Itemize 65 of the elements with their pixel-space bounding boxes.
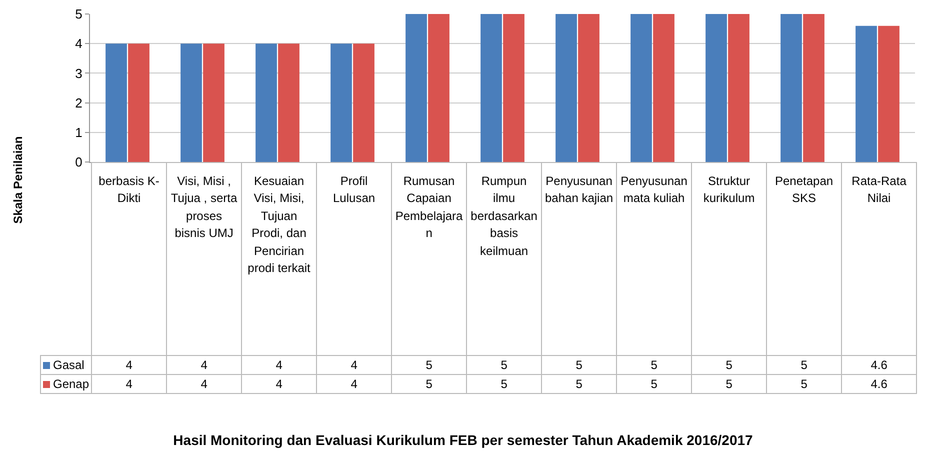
data-label: 4.6 (842, 356, 917, 374)
y-tick-label: 2 (75, 95, 82, 110)
bar (180, 44, 202, 162)
y-tick-label: 1 (75, 124, 82, 140)
data-label: 5 (466, 374, 542, 394)
legend-label: Genap (40, 374, 92, 394)
data-label: 4 (166, 356, 242, 374)
y-axis-title: Skala Penilaian (11, 136, 25, 224)
data-label: 5 (466, 356, 542, 374)
bar (128, 44, 150, 162)
data-label: 5 (692, 374, 767, 394)
x-tick-label: Visi, Misi , Tujua , serta proses bisnis UMJ (166, 162, 242, 356)
bar (256, 44, 277, 162)
x-tick-label: Rata-Rata Nilai (842, 162, 917, 356)
y-tick-label: 5 (75, 6, 82, 22)
data-label: 4 (316, 356, 392, 374)
data-label: 5 (392, 356, 467, 374)
bar (428, 14, 450, 162)
bar (278, 44, 300, 162)
data-label: 5 (542, 356, 617, 374)
data-label: 4 (92, 374, 167, 394)
x-tick-label: Penyusunan bahan kajian (542, 162, 617, 356)
bar (780, 14, 802, 162)
bar (330, 44, 352, 162)
x-tick-label: Penyusunan mata kuliah (616, 162, 692, 356)
bar (406, 14, 427, 162)
x-tick-label: Profil Lulusan (316, 162, 392, 356)
data-label: 4 (316, 374, 392, 394)
bar (856, 26, 877, 162)
bar (630, 14, 652, 162)
data-label: 5 (542, 374, 617, 394)
text: Hasil Monitoring dan Evaluasi Kurikulum FEB per semester Tahun Akademik 2016/2017 (172, 432, 754, 448)
bar (503, 14, 524, 162)
data-label: 5 (616, 374, 692, 394)
x-tick-label: Rumpun ilmu berdasarkan basis keilmuan (466, 162, 542, 356)
bar (878, 26, 900, 162)
data-label: 4 (166, 374, 242, 394)
data-label: 5 (766, 374, 842, 394)
data-label: 4 (242, 356, 317, 374)
bar (353, 44, 374, 162)
x-tick-label: Kesuaian Visi, Misi, Tujuan Prodi, dan Pencirian prodi terkait (242, 162, 317, 356)
y-tick-label: 3 (75, 66, 82, 81)
data-label: 5 (766, 356, 842, 374)
bar (106, 44, 127, 162)
y-tick-label: 0 (75, 154, 82, 170)
x-tick-label: berbasis K-Dikti (92, 162, 167, 356)
bar (803, 14, 824, 162)
data-label: 5 (392, 374, 467, 394)
data-label: 5 (616, 356, 692, 374)
data-label: 4 (92, 356, 167, 374)
bar (556, 14, 577, 162)
bar (578, 14, 600, 162)
bar (653, 14, 674, 162)
bar (480, 14, 502, 162)
x-tick-label: Penetapan SKS (766, 162, 842, 356)
x-tick-label: Rumusan Capaian Pembelajaran (392, 162, 467, 356)
data-label: 5 (692, 356, 767, 374)
bar (706, 14, 727, 162)
x-tick-label: Struktur kurikulum (692, 162, 767, 356)
data-label: 4 (242, 374, 317, 394)
y-tick-label: 4 (75, 36, 82, 52)
bar (203, 44, 224, 162)
legend-label: Gasal (40, 356, 92, 374)
bar (728, 14, 750, 162)
data-label: 4.6 (842, 374, 917, 394)
